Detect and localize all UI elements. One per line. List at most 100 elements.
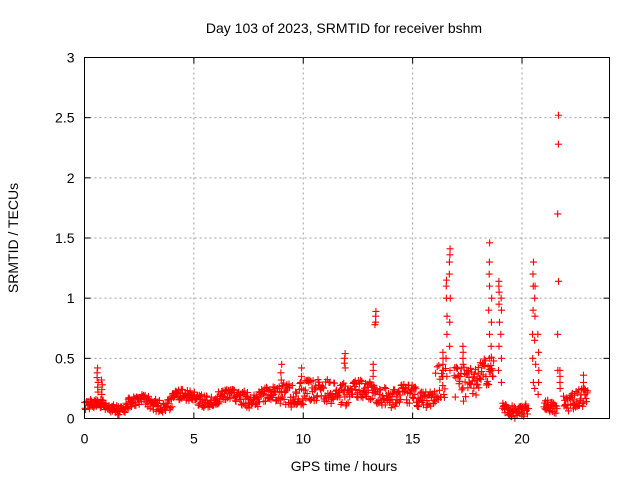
data-point xyxy=(357,376,365,384)
data-point xyxy=(579,371,587,379)
data-point xyxy=(470,370,478,378)
data-point xyxy=(262,397,270,405)
data-point xyxy=(254,403,262,411)
data-point xyxy=(278,360,286,368)
data-point xyxy=(496,318,504,326)
data-point xyxy=(280,395,288,403)
data-point xyxy=(482,373,490,381)
data-point xyxy=(486,368,494,376)
data-point xyxy=(288,381,296,389)
data-point xyxy=(485,270,493,278)
data-point xyxy=(284,383,292,391)
data-point xyxy=(553,405,561,413)
x-tick-label: 15 xyxy=(405,431,421,447)
data-point xyxy=(552,409,560,417)
data-point xyxy=(442,282,450,290)
data-point xyxy=(445,258,453,266)
data-point xyxy=(487,318,495,326)
data-point xyxy=(442,354,450,362)
data-point xyxy=(381,384,389,392)
data-point xyxy=(373,400,381,408)
data-point xyxy=(459,354,467,362)
data-point xyxy=(487,342,495,350)
data-point xyxy=(442,276,450,284)
data-point xyxy=(474,381,482,389)
data-point xyxy=(556,366,564,374)
data-point xyxy=(368,394,376,402)
data-point xyxy=(440,393,448,401)
data-point xyxy=(435,362,443,369)
data-point xyxy=(459,348,467,356)
data-point xyxy=(584,387,592,395)
data-point xyxy=(579,378,587,386)
data-point xyxy=(556,372,564,380)
data-point xyxy=(340,359,348,367)
data-point xyxy=(352,380,360,388)
data-point xyxy=(485,354,493,362)
data-point xyxy=(93,374,101,382)
data-point xyxy=(292,388,300,396)
data-point xyxy=(532,360,540,368)
data-point xyxy=(439,366,447,374)
data-point xyxy=(445,270,453,278)
data-point xyxy=(472,391,480,399)
data-point xyxy=(94,388,102,396)
data-point xyxy=(411,390,419,398)
x-axis-label: GPS time / hours xyxy=(291,458,398,474)
data-points xyxy=(81,111,592,422)
data-point xyxy=(569,396,577,404)
data-point xyxy=(293,389,301,397)
data-point xyxy=(486,282,494,290)
data-point xyxy=(495,342,503,350)
data-point xyxy=(554,210,562,218)
data-point xyxy=(216,397,224,405)
data-point xyxy=(497,306,505,314)
data-point xyxy=(387,390,395,398)
data-point xyxy=(497,330,505,338)
data-point xyxy=(326,378,334,386)
data-point xyxy=(439,348,447,356)
data-point xyxy=(342,400,350,408)
data-point xyxy=(382,385,390,393)
data-point xyxy=(226,395,234,403)
data-point xyxy=(583,398,591,406)
data-point xyxy=(495,366,503,374)
y-tick-label: 1.5 xyxy=(55,230,75,246)
data-point xyxy=(554,111,562,119)
data-point xyxy=(475,384,483,392)
data-point xyxy=(488,366,496,374)
x-tick-label: 0 xyxy=(81,431,89,447)
data-point xyxy=(443,312,451,320)
plot-frame xyxy=(84,57,610,419)
data-point xyxy=(467,364,475,372)
data-point xyxy=(319,384,327,392)
data-point xyxy=(264,386,272,394)
data-point xyxy=(405,399,413,407)
data-point xyxy=(435,386,443,394)
data-point xyxy=(459,397,467,405)
data-point xyxy=(495,300,503,308)
data-point xyxy=(497,354,505,362)
data-point xyxy=(433,363,441,371)
data-point xyxy=(556,378,564,386)
data-point xyxy=(443,372,451,380)
data-point xyxy=(535,348,543,356)
data-point xyxy=(269,383,277,391)
data-point xyxy=(361,384,368,392)
data-point xyxy=(358,377,366,385)
y-tick-label: 3 xyxy=(67,50,75,66)
data-point xyxy=(446,366,454,374)
chart-title: Day 103 of 2023, SRMTID for receiver bsh… xyxy=(206,20,482,36)
data-point xyxy=(459,342,467,350)
data-point xyxy=(376,386,384,394)
data-point xyxy=(96,404,104,412)
data-point xyxy=(487,361,495,369)
data-point xyxy=(431,388,438,396)
data-point xyxy=(277,395,285,403)
data-point xyxy=(531,282,539,290)
y-tick-label: 2.5 xyxy=(55,110,75,126)
data-point xyxy=(522,400,530,408)
data-point xyxy=(301,386,309,394)
data-point xyxy=(341,382,349,390)
data-point xyxy=(535,366,543,374)
